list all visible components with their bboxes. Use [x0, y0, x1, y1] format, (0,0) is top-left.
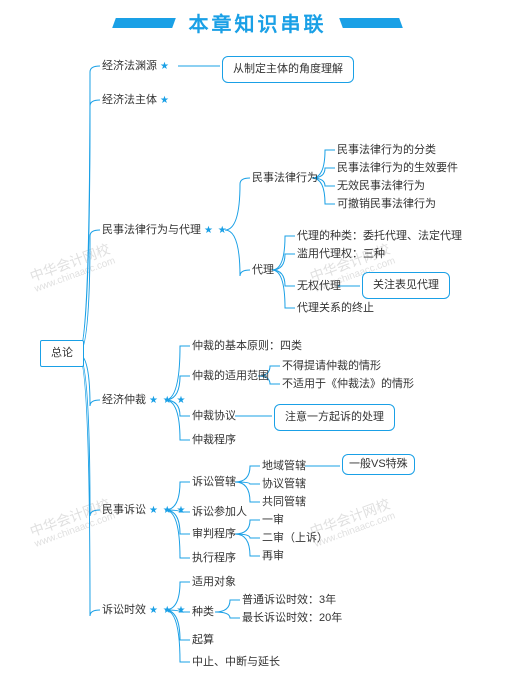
node-civil-act: 民事法律行为: [252, 172, 318, 185]
leaf: 仲裁的适用范围: [192, 370, 269, 383]
leaf: 可撤销民事法律行为: [337, 198, 436, 211]
note-agency: 关注表见代理: [362, 272, 450, 299]
leaf: 不得提请仲裁的情形: [282, 360, 381, 373]
leaf: 代理的种类：委托代理、法定代理: [297, 230, 462, 243]
leaf: 无权代理: [297, 280, 341, 293]
node-subject: 经济法主体★: [102, 94, 170, 107]
node-litigation: 民事诉讼★ ★ ★: [102, 504, 186, 517]
leaf: 诉讼参加人: [192, 506, 247, 519]
leaf: 代理关系的终止: [297, 302, 374, 315]
leaf: 地域管辖: [262, 460, 306, 473]
node-origin: 经济法渊源★: [102, 60, 170, 73]
leaf: 适用对象: [192, 576, 236, 589]
leaf: 执行程序: [192, 552, 236, 565]
node-agency: 代理: [252, 264, 274, 277]
leaf: 审判程序: [192, 528, 236, 541]
leaf: 协议管辖: [262, 478, 306, 491]
leaf: 种类: [192, 606, 214, 619]
leaf: 无效民事法律行为: [337, 180, 425, 193]
leaf: 中止、中断与延长: [192, 656, 280, 669]
leaf: 仲裁程序: [192, 434, 236, 447]
leaf: 诉讼管辖: [192, 476, 236, 489]
leaf: 民事法律行为的生效要件: [337, 162, 458, 175]
leaf: 再审: [262, 550, 284, 563]
leaf: 普通诉讼时效：3年: [242, 594, 336, 607]
root-node: 总论: [40, 340, 84, 367]
leaf: 最长诉讼时效：20年: [242, 612, 342, 625]
note-origin: 从制定主体的角度理解: [222, 56, 354, 83]
node-limitation: 诉讼时效★ ★ ★: [102, 604, 186, 617]
leaf: 不适用于《仲裁法》的情形: [282, 378, 414, 391]
leaf: 共同管辖: [262, 496, 306, 509]
node-civil: 民事法律行为与代理★ ★: [102, 224, 228, 237]
leaf: 二审（上诉）: [262, 532, 328, 545]
leaf: 一审: [262, 514, 284, 527]
note-jurisdiction: 一般VS特殊: [342, 454, 415, 475]
leaf: 仲裁协议: [192, 410, 236, 423]
leaf: 民事法律行为的分类: [337, 144, 436, 157]
leaf: 滥用代理权：三种: [297, 248, 385, 261]
leaf: 仲裁的基本原则：四类: [192, 340, 302, 353]
note-arbitration: 注意一方起诉的处理: [274, 404, 395, 431]
node-arbitration: 经济仲裁★ ★ ★: [102, 394, 186, 407]
leaf: 起算: [192, 634, 214, 647]
